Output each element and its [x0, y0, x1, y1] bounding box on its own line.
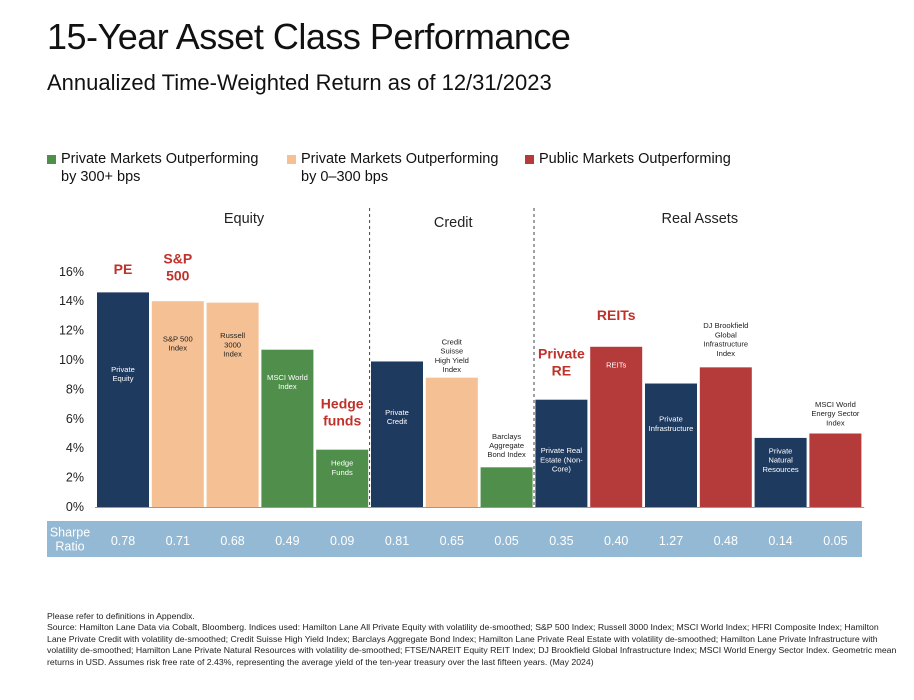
- sharpe-value: 0.05: [823, 534, 847, 548]
- legend-swatch-green: [47, 155, 56, 164]
- bar-chart: 0% 2% 4% 6% 8% 10% 12% 14% 16% Equity Credit Real A…: [47, 208, 865, 557]
- bar: [206, 302, 259, 507]
- bar-label: Russell 3000 Index: [220, 331, 245, 358]
- bar-label: Private Natural Resources: [762, 446, 798, 473]
- sharpe-value: 0.78: [111, 534, 135, 548]
- bar: [371, 361, 423, 507]
- bar-label: MSCI World Energy Sector Index: [811, 400, 860, 427]
- legend-swatch-peach: [287, 155, 296, 164]
- bar: [699, 367, 752, 507]
- sharpe-value: 0.14: [768, 534, 792, 548]
- sharpe-value: 0.40: [604, 534, 628, 548]
- legend: Private Markets Outperforming by 300+ bp…: [47, 150, 767, 190]
- bar-label: Private Real Estate (Non-Core): [540, 446, 583, 473]
- callout-label: Hedge funds: [321, 395, 364, 428]
- bar-label: Hedge Funds: [331, 459, 353, 477]
- y-tick-label: 10%: [59, 353, 84, 367]
- chart-title: 15-Year Asset Class Performance: [47, 16, 571, 57]
- chart-subtitle: Annualized Time-Weighted Return as of 12…: [47, 70, 552, 95]
- y-tick-label: 16%: [59, 265, 84, 279]
- legend-item-green: Private Markets Outperforming by 300+ bp…: [47, 150, 258, 186]
- callout-label: Private RE: [538, 345, 585, 378]
- sharpe-value: 0.65: [440, 534, 464, 548]
- bar: [754, 437, 807, 507]
- group-label: Credit: [434, 215, 473, 231]
- bar-label: Private Equity: [111, 365, 135, 383]
- group-label: Real Assets: [662, 211, 739, 227]
- legend-item-red: Public Markets Outperforming: [525, 150, 731, 168]
- bar: [590, 346, 643, 507]
- bar: [480, 467, 533, 507]
- y-tick-label: 6%: [66, 412, 84, 426]
- sharpe-value: 0.81: [385, 534, 409, 548]
- y-tick-label: 8%: [66, 382, 84, 396]
- footnote-appendix: Please refer to definitions in Appendix.: [47, 611, 195, 621]
- y-tick-label: 4%: [66, 441, 84, 455]
- y-tick-label: 12%: [59, 324, 84, 338]
- bar-label: S&P 500 Index: [163, 334, 193, 352]
- callout-label: S&P 500: [163, 250, 192, 283]
- bar: [151, 301, 204, 507]
- y-tick-label: 2%: [66, 471, 84, 485]
- sharpe-value: 0.49: [275, 534, 299, 548]
- legend-label-red: Public Markets Outperforming: [539, 151, 731, 167]
- footnote-source: Source: Hamilton Lane Data via Cobalt, B…: [47, 622, 897, 667]
- bar-label: Private Credit: [385, 408, 409, 426]
- bar-label: Private Infrastructure: [649, 415, 694, 433]
- sharpe-value: 0.68: [220, 534, 244, 548]
- sharpe-value: 0.05: [494, 534, 518, 548]
- sharpe-band: [47, 521, 862, 557]
- bar: [535, 399, 588, 507]
- group-label: Equity: [224, 211, 265, 227]
- bar: [97, 292, 149, 507]
- sharpe-value: 0.71: [166, 534, 190, 548]
- bar-label: Barclays Aggregate Bond Index: [487, 432, 526, 459]
- callout-label: REITs: [597, 307, 636, 323]
- sharpe-row-label: Sharpe Ratio: [50, 525, 90, 553]
- bar-label: DJ Brookfield Global Infrastructure Index: [703, 321, 748, 358]
- sharpe-value: 1.27: [659, 534, 683, 548]
- legend-label-peach: Private Markets Outperforming by 0–300 b…: [301, 151, 499, 185]
- legend-label-green: Private Markets Outperforming by 300+ bp…: [61, 151, 259, 185]
- sharpe-value: 0.09: [330, 534, 354, 548]
- bar: [261, 349, 314, 507]
- bar-label: REITs: [606, 360, 626, 369]
- sharpe-value: 0.48: [714, 534, 738, 548]
- bar: [645, 383, 697, 507]
- legend-item-peach: Private Markets Outperforming by 0–300 b…: [287, 150, 498, 186]
- bar: [425, 377, 478, 507]
- bar-label: Credit Suisse High Yield Index: [435, 338, 469, 375]
- sharpe-value: 0.35: [549, 534, 573, 548]
- legend-swatch-red: [525, 155, 534, 164]
- callout-label: PE: [114, 261, 133, 277]
- bar: [316, 449, 369, 507]
- bar: [809, 433, 862, 507]
- y-tick-label: 14%: [59, 294, 84, 308]
- bar-label: MSCI World Index: [267, 373, 308, 391]
- y-tick-label: 0%: [66, 500, 84, 514]
- footnote: Please refer to definitions in Appendix.…: [47, 611, 897, 668]
